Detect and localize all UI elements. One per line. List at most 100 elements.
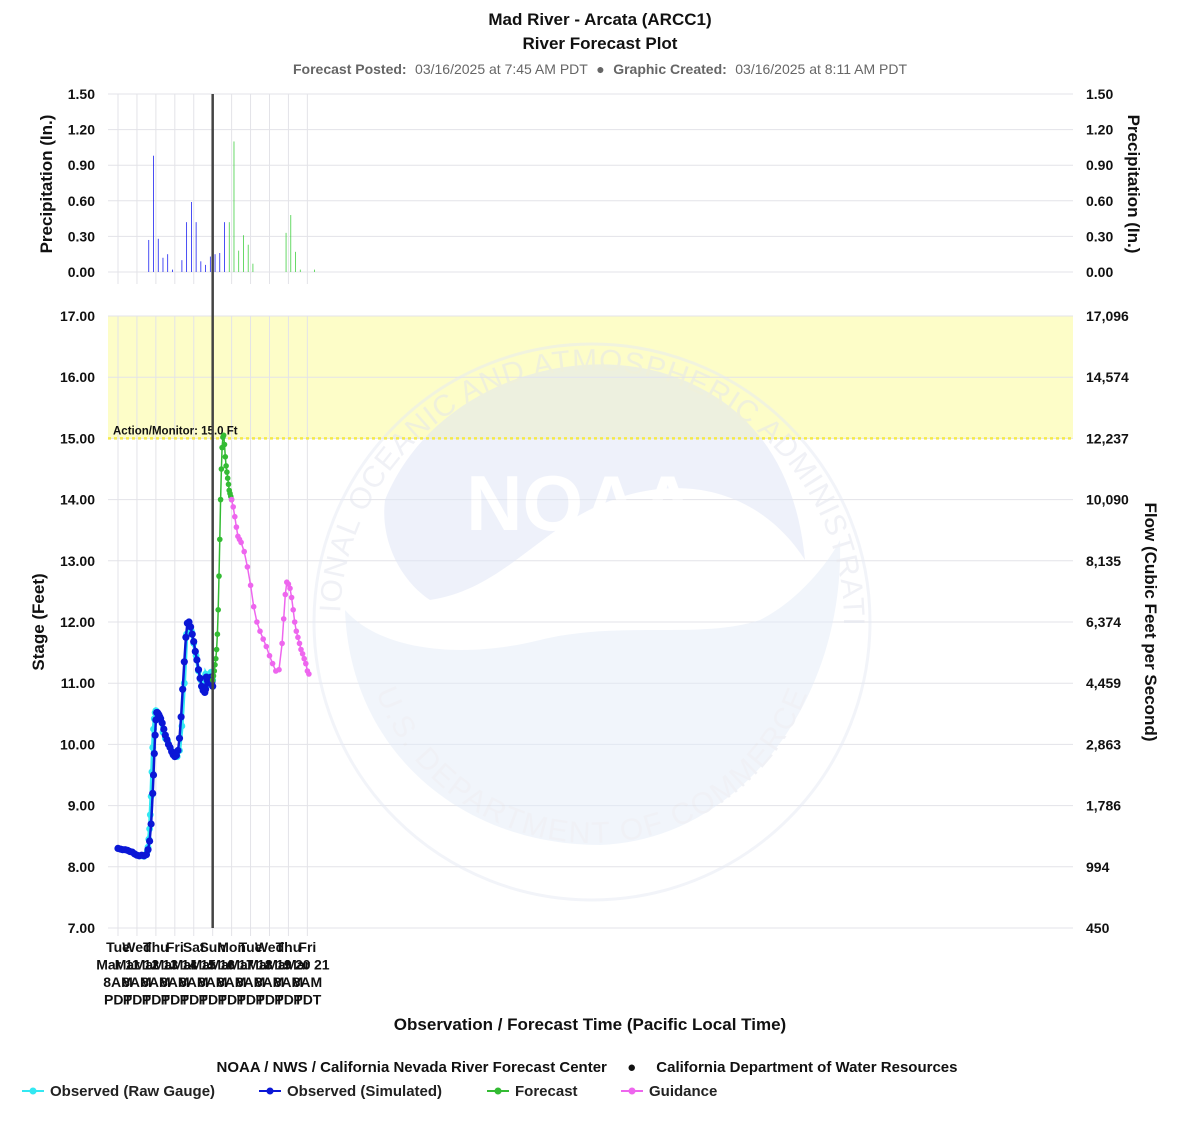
forecast-point: [215, 607, 221, 613]
legend-item-forecast[interactable]: Forecast: [487, 1083, 578, 1100]
simulated-point: [194, 666, 203, 674]
forecast-point: [224, 475, 231, 482]
forecast-point: [217, 536, 223, 543]
guidance-point: [247, 582, 254, 589]
forecast-point: [214, 631, 221, 637]
watermark-logo-text: NOAA: [466, 459, 696, 547]
guidance-point: [266, 652, 273, 659]
x-tick-label: Thu: [143, 939, 169, 955]
x-tick-label: 8AM: [179, 974, 209, 990]
flow-tick: 4,459: [1086, 675, 1121, 691]
precip-tick-left: 0.30: [68, 228, 95, 244]
guidance-point: [250, 603, 257, 610]
stage-tick: 16.00: [60, 369, 95, 385]
forecast-precip-bar: [285, 232, 287, 272]
stage-tick: 8.00: [68, 859, 95, 875]
stage-series: [114, 432, 312, 860]
guidance-point: [288, 594, 295, 601]
x-tick-label: PDT: [237, 992, 265, 1008]
forecast-point: [217, 496, 224, 503]
forecast-point: [225, 481, 232, 488]
flow-tick: 6,374: [1086, 614, 1121, 630]
x-tick-label: PDT: [274, 992, 302, 1008]
precip-tick-right: 1.50: [1086, 86, 1113, 102]
forecast-precip-bar: [314, 269, 315, 272]
x-tick-label: 8AM: [141, 974, 171, 990]
observed-precip-bar: [153, 155, 154, 272]
simulated-point: [158, 719, 166, 727]
simulated-point: [177, 713, 185, 721]
guidance-point: [244, 564, 251, 570]
guidance-point: [279, 640, 285, 647]
stage-ylabel: Stage (Feet): [29, 573, 48, 670]
precip-tick-right: 1.20: [1086, 122, 1113, 138]
guidance-point: [287, 585, 293, 592]
legend-item-simulated[interactable]: Observed (Simulated): [259, 1083, 442, 1100]
legend-label-guidance: Guidance: [649, 1083, 717, 1100]
guidance-point: [282, 591, 289, 598]
x-tick-label: PDT: [218, 992, 246, 1008]
simulated-point: [147, 820, 155, 828]
action-monitor-label: Action/Monitor: 15.0 Ft: [113, 425, 238, 437]
x-tick-label: Mar 14: [153, 957, 198, 973]
stage-tick: 17.00: [60, 308, 95, 324]
precip-bars: [148, 141, 315, 272]
legend: Observed (Raw Gauge) Observed (Simulated…: [22, 1083, 717, 1100]
guidance-point: [241, 548, 247, 555]
x-tick-label: Mar 16: [191, 957, 236, 973]
flow-tick: 17,096: [1086, 308, 1129, 324]
forecast-point: [222, 454, 229, 460]
x-tick-label: 8AM: [236, 974, 266, 990]
precip-tick-right: 0.90: [1086, 157, 1113, 173]
forecast-timestamps: Forecast Posted: 03/16/2025 at 7:45 AM P…: [293, 61, 907, 78]
guidance-point: [254, 619, 260, 625]
guidance-point: [295, 634, 301, 641]
x-tick-label: Mar 11: [96, 957, 140, 973]
simulated-point: [202, 685, 210, 693]
legend-item-guidance[interactable]: Guidance: [621, 1083, 717, 1100]
guidance-point: [263, 643, 270, 650]
stage-tick: 7.00: [68, 920, 95, 936]
simulated-point: [193, 656, 201, 664]
x-tick-label: 8AM: [217, 974, 247, 990]
flow-tick: 12,237: [1086, 430, 1129, 446]
observed-precip-bar: [200, 261, 202, 272]
forecast-precip-bar: [295, 251, 296, 272]
credit-bullet: ●: [627, 1059, 636, 1076]
forecast-precip-bar: [243, 235, 244, 272]
simulated-point: [146, 837, 154, 845]
precip-ylabel-left: Precipitation (In.): [37, 115, 56, 254]
guidance-point: [230, 504, 236, 510]
x-tick-label: PDT: [161, 992, 189, 1008]
chart-title: Mad River - Arcata (ARCC1): [488, 10, 711, 29]
guidance-point: [291, 619, 298, 625]
simulated-point: [160, 725, 168, 733]
flow-tick: 2,863: [1086, 736, 1121, 752]
simulated-point: [175, 734, 184, 742]
precip-ylabel-right: Precipitation (In.): [1124, 115, 1143, 254]
guidance-point: [233, 524, 240, 530]
credit-right: California Department of Water Resources: [656, 1059, 957, 1076]
posted-value: 03/16/2025 at 7:45 AM PDT: [415, 61, 588, 77]
observed-precip-bar: [172, 269, 173, 272]
precip-tick-right: 0.30: [1086, 228, 1113, 244]
forecast-precip-bar: [247, 244, 249, 272]
stage-tick: 13.00: [60, 553, 95, 569]
forecast-point: [213, 646, 220, 653]
legend-label-forecast: Forecast: [515, 1083, 578, 1100]
simulated-point: [149, 771, 158, 779]
x-tick-label: Mar 17: [209, 957, 254, 973]
x-tick-label: 8AM: [160, 974, 190, 990]
legend-item-raw-gauge[interactable]: Observed (Raw Gauge): [22, 1083, 215, 1100]
x-tick-label: Wed: [122, 939, 151, 955]
forecast-precip-bar: [238, 250, 240, 272]
flow-tick: 14,574: [1086, 369, 1129, 385]
simulated-point: [180, 658, 188, 666]
legend-label-simulated: Observed (Simulated): [287, 1083, 442, 1100]
guidance-point: [290, 607, 297, 613]
x-tick-label: PDT: [293, 992, 321, 1008]
x-tick-label: PDT: [199, 992, 227, 1008]
stage-tick: 11.00: [61, 675, 95, 691]
x-tick-label: Thu: [276, 939, 302, 955]
